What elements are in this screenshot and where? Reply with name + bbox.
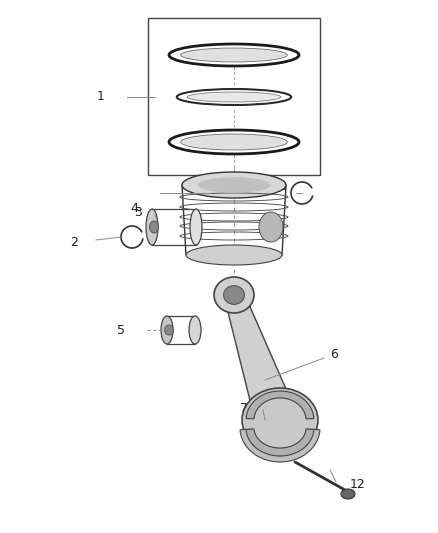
Ellipse shape <box>259 212 283 242</box>
Text: 2: 2 <box>278 181 286 193</box>
Ellipse shape <box>242 388 318 452</box>
Text: 1: 1 <box>97 91 105 103</box>
Ellipse shape <box>341 489 355 499</box>
Ellipse shape <box>187 92 281 102</box>
Bar <box>148 18 320 175</box>
Ellipse shape <box>186 245 282 265</box>
Ellipse shape <box>189 316 201 344</box>
Ellipse shape <box>169 130 299 154</box>
Ellipse shape <box>177 89 291 105</box>
Ellipse shape <box>198 177 270 193</box>
Ellipse shape <box>181 134 287 150</box>
Text: 3: 3 <box>134 206 142 219</box>
Polygon shape <box>246 391 314 419</box>
Ellipse shape <box>214 277 254 313</box>
Polygon shape <box>240 429 320 462</box>
Ellipse shape <box>181 48 287 62</box>
Ellipse shape <box>149 221 159 233</box>
Polygon shape <box>246 429 314 456</box>
Text: 5: 5 <box>117 324 125 336</box>
Polygon shape <box>225 292 301 437</box>
Ellipse shape <box>161 316 173 344</box>
Text: 4: 4 <box>130 201 138 214</box>
Ellipse shape <box>224 286 244 304</box>
Text: 6: 6 <box>330 349 338 361</box>
Ellipse shape <box>190 209 202 245</box>
Ellipse shape <box>165 325 173 335</box>
Ellipse shape <box>146 209 158 245</box>
Ellipse shape <box>169 44 299 66</box>
Text: 12: 12 <box>350 478 366 490</box>
Text: 2: 2 <box>70 237 78 249</box>
Ellipse shape <box>182 172 286 198</box>
Text: 7: 7 <box>240 401 248 415</box>
